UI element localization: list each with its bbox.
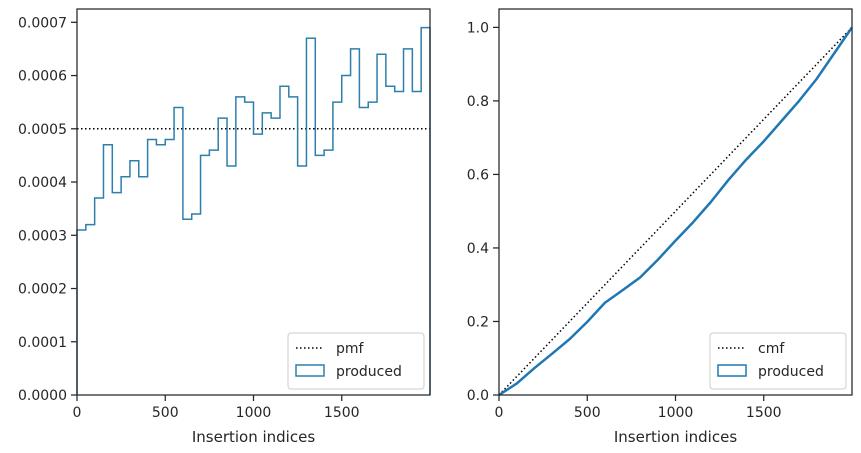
y-tick-label: 0.0002: [18, 282, 67, 298]
produced-cdf-line: [498, 26, 854, 397]
y-tick-label: 0.4: [467, 241, 489, 257]
x-tick-label: 500: [152, 405, 179, 421]
left-panel-ticks: 0 500 1000 1500 0.0000 0.0001 0.0002 0.0003 0.00…: [18, 15, 360, 421]
y-tick-label: 0.0: [467, 388, 489, 404]
left-legend-pmf-label: pmf: [336, 341, 365, 357]
cmf-reference-line: [498, 26, 853, 396]
right-panel-series: [498, 26, 854, 397]
y-tick-label: 0.0000: [18, 388, 67, 404]
y-tick-label: 0.0005: [18, 122, 67, 138]
produced-histogram-step-line: [76, 26, 431, 395]
left-legend-produced-swatch: [295, 364, 325, 377]
right-panel-frame: [498, 8, 853, 396]
right-panel-x-axis-label: Insertion indices: [614, 428, 737, 446]
x-tick-label: 1500: [324, 405, 360, 421]
left-panel-series: [76, 26, 431, 395]
y-tick-label: 1.0: [467, 20, 489, 36]
left-legend-box: [287, 332, 425, 390]
left-legend-produced-label: produced: [336, 364, 402, 380]
x-tick-label: 0: [495, 405, 504, 421]
left-panel-x-axis-label: Insertion indices: [192, 428, 315, 446]
left-panel-legend: pmf produced: [287, 332, 425, 390]
y-tick-label: 0.8: [467, 94, 489, 110]
right-legend-produced-label: produced: [758, 364, 824, 380]
left-pmf-panel: 0 500 1000 1500 0.0000 0.0001 0.0002 0.0003 0.00…: [18, 8, 431, 446]
x-tick-label: 1000: [236, 405, 272, 421]
x-tick-label: 500: [574, 405, 601, 421]
y-tick-label: 0.0001: [18, 335, 67, 351]
y-tick-label: 0.6: [467, 167, 489, 183]
right-legend-cmf-label: cmf: [758, 341, 785, 357]
y-tick-label: 0.0006: [18, 69, 67, 85]
right-cmf-panel: 0 500 1000 1500 0.0 0.2 0.4 0.6 0.8 1.0 Insertion…: [467, 8, 854, 446]
right-panel-reference: [498, 26, 853, 396]
left-panel-frame: [76, 8, 431, 396]
y-tick-label: 0.2: [467, 314, 489, 330]
y-tick-label: 0.0003: [18, 228, 67, 244]
right-legend-produced-swatch: [717, 364, 747, 377]
right-panel-ticks: 0 500 1000 1500 0.0 0.2 0.4 0.6 0.8 1.0: [467, 20, 782, 421]
x-tick-label: 0: [73, 405, 82, 421]
y-tick-label: 0.0004: [18, 175, 67, 191]
right-legend-box: [709, 332, 847, 390]
y-tick-label: 0.0007: [18, 15, 67, 31]
right-panel-legend: cmf produced: [709, 332, 847, 390]
x-tick-label: 1000: [658, 405, 694, 421]
x-tick-label: 1500: [746, 405, 782, 421]
